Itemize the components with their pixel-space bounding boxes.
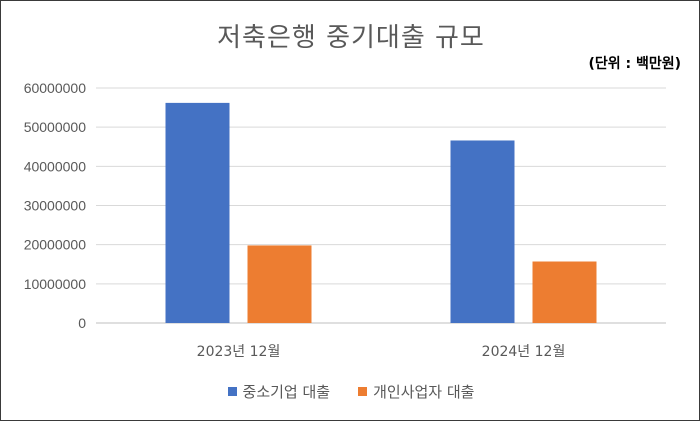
bar: [532, 261, 597, 323]
x-category-label: 2023년 12월: [197, 344, 281, 360]
unit-note: (단위 : 백만원): [588, 56, 681, 72]
legend-label-self-employed: 개인사업자 대출: [373, 383, 475, 401]
y-tick-label: 10000000: [24, 276, 87, 292]
legend-label-sme: 중소기업 대출: [242, 383, 331, 401]
legend-swatch-self-employed: [358, 387, 368, 396]
y-tick-label: 0: [78, 315, 86, 331]
legend-swatch-sme: [227, 387, 237, 396]
bar: [450, 140, 515, 323]
y-tick-label: 40000000: [24, 158, 87, 174]
legend-item-self-employed: 개인사업자 대출: [358, 381, 474, 402]
legend-item-sme: 중소기업 대출: [227, 381, 331, 402]
y-tick-label: 30000000: [24, 198, 87, 214]
x-category-label: 2024년 12월: [482, 344, 566, 360]
bar: [165, 102, 230, 323]
chart-title: 저축은행 중기대출 규모: [217, 23, 485, 53]
bar: [247, 245, 312, 323]
y-tick-label: 50000000: [24, 119, 87, 135]
y-tick-label: 60000000: [24, 80, 87, 96]
y-tick-label: 20000000: [24, 237, 87, 253]
legend: 중소기업 대출 개인사업자 대출: [1, 381, 700, 402]
